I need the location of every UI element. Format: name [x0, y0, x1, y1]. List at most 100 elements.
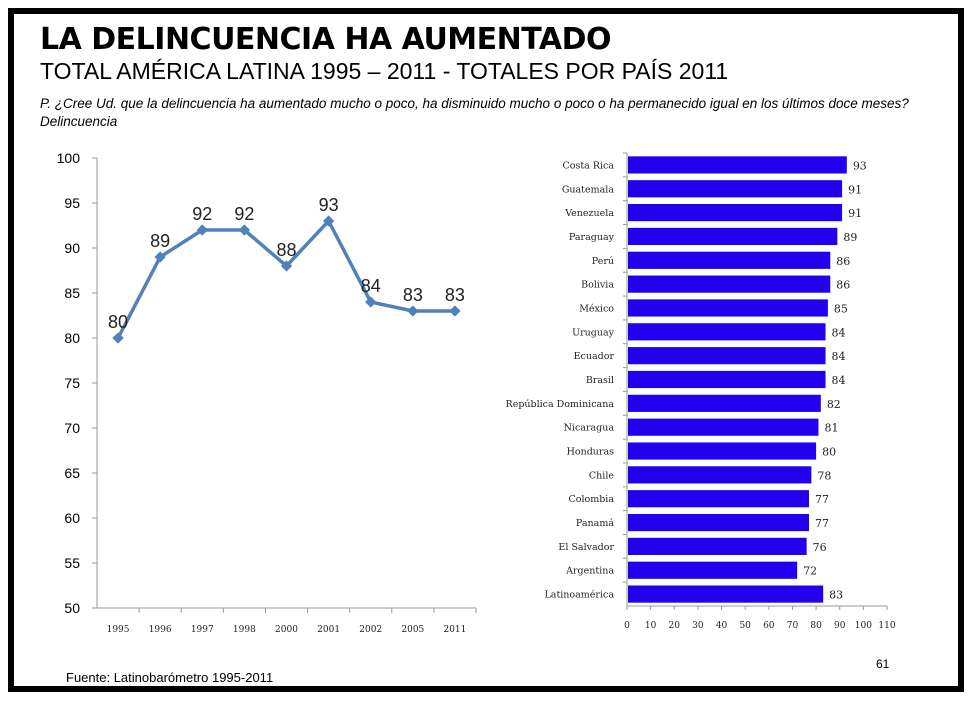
line-y-tick-label: 85 — [64, 285, 80, 301]
line-data-label: 89 — [150, 231, 170, 251]
bar-category-label: Panamá — [576, 518, 614, 529]
bar-x-tick-label: 110 — [878, 621, 895, 631]
line-x-tick-label: 1996 — [149, 625, 172, 635]
line-data-label: 83 — [403, 285, 423, 305]
bar-data-label: 83 — [829, 589, 843, 602]
bar — [628, 156, 847, 174]
bar-category-label: República Dominicana — [506, 399, 615, 410]
bar-data-label: 89 — [843, 231, 857, 244]
line-y-tick-label: 55 — [64, 555, 80, 571]
line-y-tick-label: 80 — [64, 330, 80, 346]
bar-category-label: Bolivia — [581, 280, 614, 291]
bar-category-label: Colombia — [568, 494, 614, 505]
bar-category-label: Perú — [592, 256, 614, 267]
bar — [628, 370, 826, 389]
line-y-tick-label: 100 — [57, 150, 81, 166]
line-x-tick-label: 2005 — [401, 625, 424, 635]
bar — [628, 537, 807, 555]
slide-subtitle: TOTAL AMÉRICA LATINA 1995 – 2011 - TOTAL… — [40, 58, 729, 84]
line-data-label: 83 — [445, 285, 465, 305]
bar-category-label: Costa Rica — [562, 160, 614, 171]
bar-category-label: Venezuela — [564, 208, 614, 219]
bar-x-tick-label: 100 — [855, 621, 872, 631]
line-x-tick-label: 2011 — [443, 625, 466, 635]
bar-category-label: Ecuador — [574, 351, 615, 362]
line-data-label: 93 — [319, 195, 339, 215]
line-y-tick-label: 95 — [64, 195, 80, 211]
bar-category-label: Honduras — [567, 447, 615, 458]
bar-data-label: 86 — [836, 255, 850, 268]
bar — [628, 513, 809, 532]
bar-category-label: México — [579, 303, 614, 314]
line-data-label: 92 — [234, 204, 254, 224]
bar-data-label: 78 — [817, 469, 831, 482]
bar — [628, 394, 821, 412]
line-point — [238, 224, 251, 236]
bar-x-tick-label: 50 — [739, 621, 751, 631]
bar-category-label: Guatemala — [562, 184, 615, 195]
survey-question: P. ¿Cree Ud. que la delincuencia ha aume… — [40, 96, 909, 129]
bar — [628, 418, 819, 436]
bar-category-label: El Salvador — [558, 542, 614, 553]
bar-data-label: 85 — [834, 302, 848, 315]
bar — [628, 323, 826, 341]
line-x-tick-label: 2000 — [275, 625, 298, 635]
line-data-label: 84 — [361, 276, 381, 296]
line-x-tick-label: 2002 — [359, 625, 382, 635]
slide-title: LA DELINCUENCIA HA AUMENTADO — [40, 22, 612, 57]
bar — [628, 299, 828, 317]
bar-data-label: 91 — [848, 183, 862, 196]
line-y-tick-label: 50 — [64, 600, 80, 616]
line-y-tick-label: 60 — [64, 510, 80, 526]
bar — [628, 561, 798, 579]
bar-data-label: 77 — [815, 517, 829, 530]
bar-data-label: 84 — [832, 350, 846, 363]
line-y-tick-label: 65 — [64, 465, 80, 481]
bar — [628, 275, 831, 293]
line-data-label: 92 — [192, 204, 212, 224]
bar — [628, 180, 843, 198]
bar — [628, 442, 817, 460]
bar-category-label: Nicaragua — [564, 423, 615, 434]
bar — [628, 347, 826, 365]
bar-category-label: Argentina — [565, 566, 614, 577]
bar-category-label: Paraguay — [569, 232, 615, 243]
line-point — [449, 305, 461, 317]
line-y-tick-label: 90 — [64, 240, 80, 256]
bar-x-tick-label: 10 — [645, 621, 657, 631]
source-note: Fuente: Latinobarómetro 1995-2011 — [66, 670, 274, 685]
bar-x-tick-label: 90 — [834, 621, 846, 631]
bar — [628, 490, 809, 508]
bar-x-tick-label: 70 — [787, 621, 799, 631]
bar — [628, 585, 824, 603]
bar-data-label: 93 — [853, 159, 867, 172]
bar-x-tick-label: 30 — [692, 621, 704, 631]
bar-category-label: Brasil — [586, 375, 614, 386]
line-data-label: 80 — [108, 312, 128, 332]
line-data-label: 88 — [276, 240, 296, 260]
line-point — [196, 224, 208, 236]
bar-data-label: 80 — [822, 446, 836, 459]
bar — [628, 466, 812, 484]
bar — [628, 251, 831, 269]
bar-data-label: 84 — [832, 374, 846, 387]
bar-data-label: 81 — [824, 422, 838, 435]
bar-data-label: 84 — [832, 326, 846, 339]
bar-data-label: 77 — [815, 493, 829, 506]
bar-category-label: Uruguay — [572, 327, 615, 338]
bar-x-tick-label: 40 — [716, 621, 728, 631]
line-point — [407, 305, 419, 317]
bar-x-tick-label: 80 — [810, 621, 822, 631]
line-x-tick-label: 1997 — [191, 625, 214, 635]
line-y-tick-label: 75 — [64, 375, 80, 391]
bar-data-label: 72 — [803, 565, 817, 578]
bar-data-label: 86 — [836, 279, 850, 292]
line-x-tick-label: 1995 — [107, 625, 130, 635]
bar-data-label: 91 — [848, 207, 862, 220]
bar-category-label: Chile — [589, 470, 614, 481]
line-point — [365, 296, 377, 308]
bar-data-label: 76 — [813, 541, 827, 554]
bar-x-tick-label: 0 — [624, 621, 630, 631]
